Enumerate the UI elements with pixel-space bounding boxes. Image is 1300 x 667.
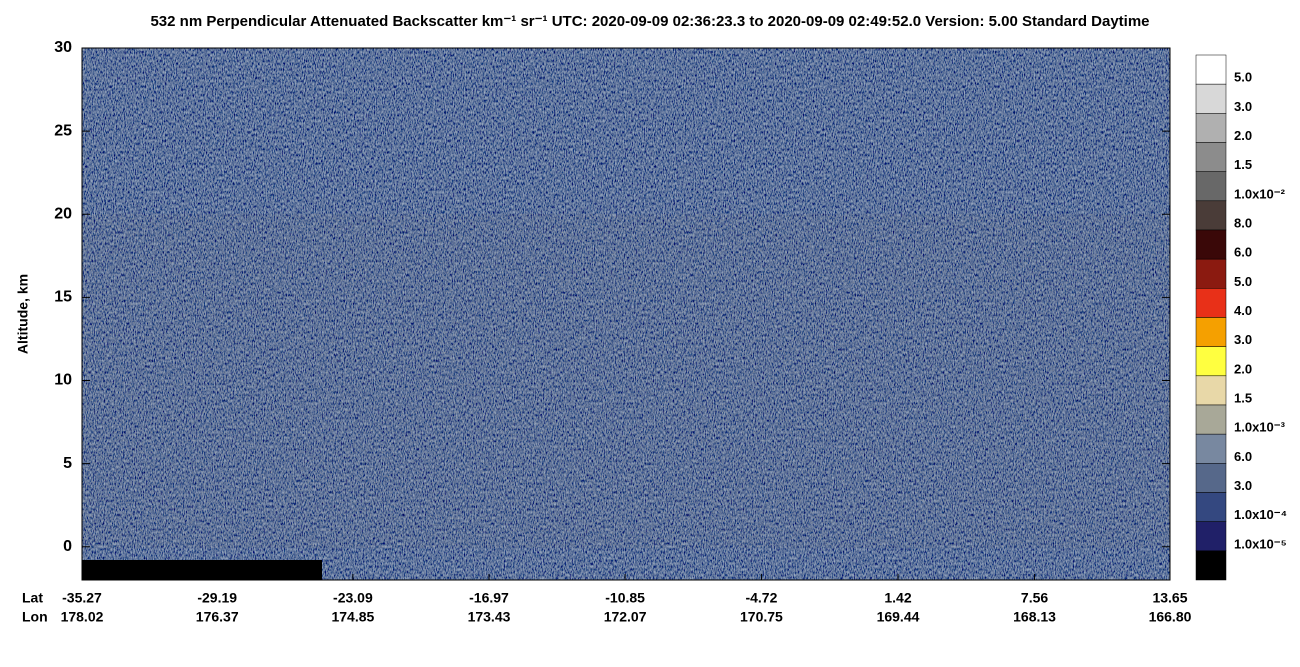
x2-tick-label: 169.44: [877, 609, 920, 625]
colorbar-label: 8.0: [1234, 215, 1252, 230]
colorbar-label: 6.0: [1234, 449, 1252, 464]
x-row-name: Lon: [22, 609, 48, 625]
y-tick-label: 25: [54, 122, 72, 139]
colorbar-swatch: [1195, 317, 1227, 347]
x-tick-label: 7.56: [1021, 590, 1048, 606]
x2-tick-label: 173.43: [468, 609, 511, 625]
x2-tick-label: 166.80: [1149, 609, 1192, 625]
colorbar-swatch: [1195, 346, 1227, 377]
colorbar-label: 1.0x10⁻⁵: [1234, 536, 1287, 551]
colorbar-label: 3.0: [1234, 99, 1252, 114]
colorbar-swatch: [1195, 521, 1227, 552]
x2-tick-label: 168.13: [1013, 609, 1056, 625]
colorbar-label: 4.0: [1234, 303, 1252, 318]
x-tick-label: -29.19: [197, 590, 237, 606]
y-tick-label: 5: [63, 455, 72, 472]
colorbar-swatch: [1195, 113, 1227, 143]
x-tick-label: -4.72: [745, 590, 777, 606]
y-tick-label: 10: [54, 372, 72, 389]
colorbar-swatch: [1195, 492, 1227, 522]
y-axis-label: Altitude, km: [15, 274, 31, 354]
colorbar-label: 5.0: [1234, 70, 1252, 85]
colorbar-label: 2.0: [1234, 128, 1252, 143]
colorbar-label: 2.0: [1234, 361, 1252, 376]
colorbar-swatch: [1195, 258, 1227, 289]
x-tick-label: -10.85: [605, 590, 645, 606]
colorbar-swatch: [1195, 288, 1227, 318]
colorbar-label: 1.5: [1234, 390, 1252, 405]
colorbar-swatch: [1195, 83, 1227, 114]
colorbar-swatch: [1195, 375, 1227, 406]
colorbar-swatch: [1195, 550, 1227, 581]
x2-tick-label: 170.75: [740, 609, 783, 625]
x-tick-label: 13.65: [1152, 590, 1187, 606]
colorbar-label: 1.0x10⁻²: [1234, 186, 1286, 201]
colorbar-swatch: [1195, 463, 1227, 493]
colorbar-label: 1.0x10⁻⁴: [1234, 507, 1287, 522]
x2-tick-label: 176.37: [196, 609, 239, 625]
x-tick-label: -35.27: [62, 590, 102, 606]
colorbar-swatch: [1195, 142, 1227, 172]
plot-area: [81, 47, 1171, 581]
x-row-name: Lat: [22, 590, 43, 606]
colorbar-label: 6.0: [1234, 245, 1252, 260]
noise-texture: [82, 214, 1170, 548]
colorbar-swatch: [1195, 433, 1227, 464]
plot-frame: [81, 47, 1171, 581]
x-tick-label: -16.97: [469, 590, 509, 606]
colorbar-label: 5.0: [1234, 274, 1252, 289]
colorbar-swatch: [1195, 200, 1227, 231]
y-tick-label: 0: [63, 538, 72, 555]
chart-title: 532 nm Perpendicular Attenuated Backscat…: [150, 13, 1149, 30]
y-tick-label: 15: [54, 289, 72, 306]
colorbar-swatch: [1195, 404, 1227, 435]
colorbar-label: 1.5: [1234, 157, 1252, 172]
x2-tick-label: 172.07: [604, 609, 647, 625]
x-tick-label: 1.42: [884, 590, 911, 606]
colorbar-label: 1.0x10⁻³: [1234, 420, 1286, 435]
x2-tick-label: 174.85: [331, 609, 374, 625]
colorbar-swatch: [1195, 171, 1227, 202]
colorbar-label: 3.0: [1234, 478, 1252, 493]
colorbar-swatch: [1195, 54, 1227, 85]
colorbar-label: 3.0: [1234, 332, 1252, 347]
x-tick-label: -23.09: [333, 590, 373, 606]
colorbar-swatch: [1195, 229, 1227, 260]
y-tick-label: 20: [54, 205, 72, 222]
surface-band: [82, 560, 322, 580]
x2-tick-label: 178.02: [61, 609, 104, 625]
y-tick-label: 30: [54, 39, 72, 56]
